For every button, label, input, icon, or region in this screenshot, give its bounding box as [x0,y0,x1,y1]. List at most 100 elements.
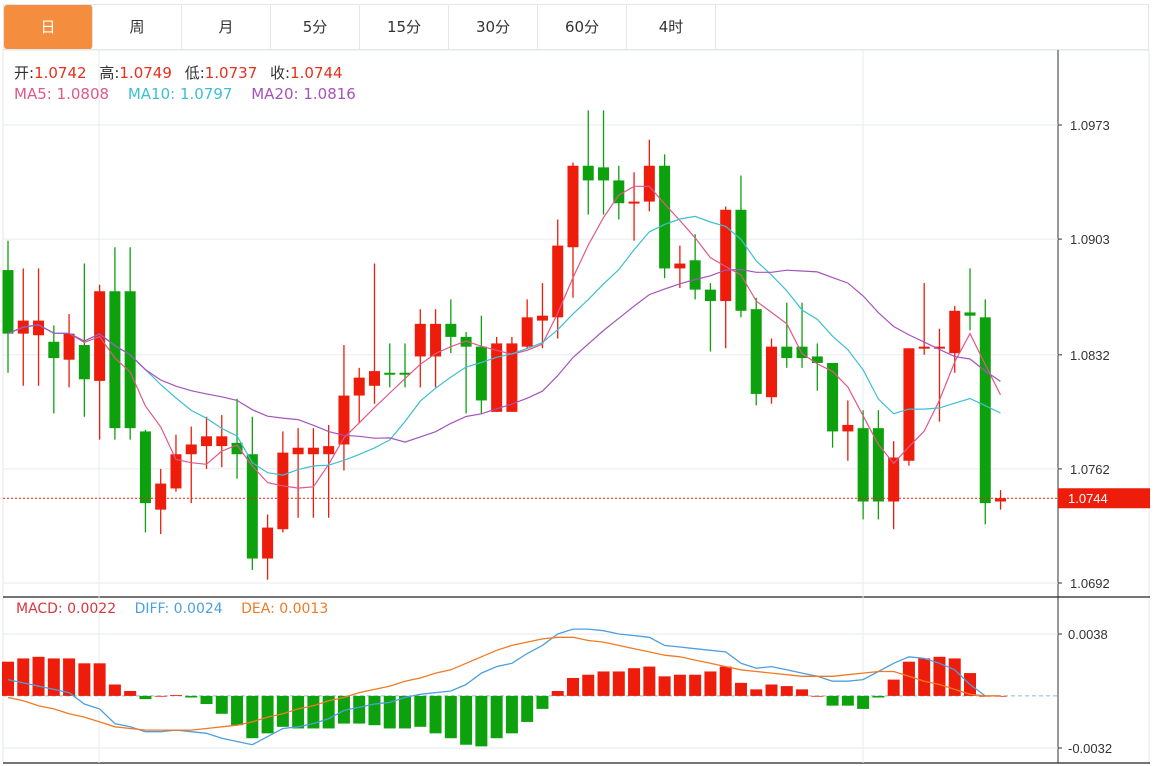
candle-body [643,165,655,202]
candle-body [521,317,533,347]
candle-body [781,346,793,359]
macd-bar [307,695,320,729]
candle-body [659,165,671,269]
candle [521,299,533,349]
macd-bar [673,674,686,696]
macd-bar [444,695,457,739]
last-price-badge [1058,488,1150,509]
macd-bar [658,676,671,696]
candle-body [109,291,121,429]
candle [582,110,594,215]
tab-period[interactable]: 5分 [271,5,360,49]
tab-period[interactable]: 15分 [360,5,449,49]
macd-value: MACD: 0.0022 [16,601,117,617]
candle [933,328,945,422]
macd-bar [948,658,961,696]
macd-bar [780,686,793,696]
candle [368,263,380,404]
candle [63,314,75,388]
candle [659,154,671,279]
candle-body [735,209,747,311]
macd-bar [689,674,702,696]
candle-body [262,527,274,559]
candle [185,426,197,504]
macd-bar [551,691,564,696]
macd-bar [353,695,366,724]
candle-body [170,454,182,489]
tab-period[interactable]: 日 [4,5,93,49]
candle-body [63,333,75,360]
candle [78,263,90,417]
candle [704,283,716,352]
diff-value: DIFF: 0.0024 [134,601,223,617]
macd-bar [368,695,381,726]
candle-body [933,346,945,349]
macd-bar [994,695,1007,697]
macd-bar [108,684,121,696]
candle [872,410,884,520]
candle-body [750,309,762,394]
tab-period[interactable]: 60分 [538,5,627,49]
candle [827,362,839,448]
candle [979,299,991,525]
candle-body [979,317,991,504]
candle-body [704,289,716,302]
macd-bar [383,695,396,729]
macd-bar [124,691,137,696]
candle [689,234,701,300]
candle [399,343,411,388]
open-value: 1.0742 [34,64,87,82]
candle-body [292,447,304,455]
candle [201,416,213,469]
candle [781,302,793,368]
macd-bar [276,695,289,727]
candle-body [399,372,411,375]
macd-bar [185,695,198,698]
macd-bar [796,689,809,696]
macd-readout: MACD: 0.0022 DIFF: 0.0024 DEA: 0.0013 [16,601,336,617]
macd-bar [93,663,106,696]
tab-period[interactable]: 周 [93,5,182,49]
candle [231,398,243,479]
candle-body [827,362,839,432]
candle-body [598,167,610,181]
candle-body [201,436,213,447]
candle-body [384,372,396,375]
macd-bar [872,695,885,698]
candle [353,367,365,424]
candle-body [48,341,60,359]
macd-bar [17,658,30,696]
candle-body [216,436,228,447]
candle-body [613,180,625,204]
low-label: 低: [184,64,205,82]
dea-value: DEA: 0.0013 [241,601,329,617]
ohlc-readout: 开:1.0742 高:1.0749 低:1.0737 收:1.0744 [14,62,351,83]
candle-body [766,346,777,398]
macd-bar [63,658,76,696]
candle [720,206,732,349]
macd-bar [841,695,854,706]
price-tick-label: 1.0832 [1070,348,1110,363]
macd-bar [566,677,579,696]
candle [903,348,915,466]
candle [598,110,610,215]
candle-body [872,428,884,502]
candle-body [964,312,976,316]
macd-bar [887,679,900,696]
macd-bar [628,668,641,696]
candle-body [414,323,426,357]
macd-bar [750,689,763,696]
candle-body [2,270,14,334]
candle-body [338,395,350,445]
price-tick-label: 1.0762 [1070,462,1110,477]
tab-period[interactable]: 月 [182,5,271,49]
tab-period[interactable]: 30分 [449,5,538,49]
tab-period[interactable]: 4时 [627,5,716,49]
macd-bar [337,695,350,724]
candle [475,315,487,414]
candle-body [903,348,915,461]
candle [750,297,762,406]
macd-bar [169,695,182,696]
candle-body [689,260,701,290]
